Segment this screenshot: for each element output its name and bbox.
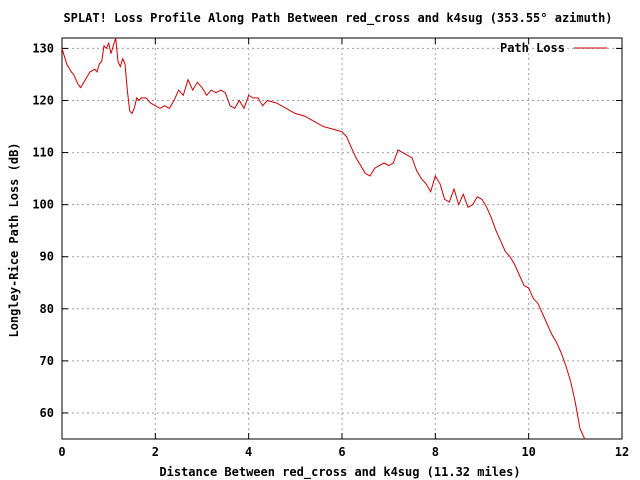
x-tick-label: 10: [521, 445, 535, 459]
x-tick-label: 6: [338, 445, 345, 459]
y-tick-label: 120: [32, 93, 54, 107]
x-tick-label: 2: [152, 445, 159, 459]
y-tick-label: 70: [40, 354, 54, 368]
y-tick-label: 110: [32, 146, 54, 160]
y-tick-label: 80: [40, 302, 54, 316]
legend-label-path-loss: Path Loss: [500, 41, 565, 55]
tick-labels: 0 2 4 6 8 10 12 60 70 80 90 100 110 120 130: [32, 41, 629, 459]
y-tick-label: 130: [32, 41, 54, 55]
y-tick-label: 90: [40, 250, 54, 264]
y-axis-label: Longley-Rice Path Loss (dB): [7, 142, 21, 337]
x-tick-label: 0: [58, 445, 65, 459]
grid-lines: [62, 38, 622, 439]
legend: Path Loss: [500, 41, 607, 55]
x-tick-label: 8: [432, 445, 439, 459]
y-tick-label: 100: [32, 198, 54, 212]
series-line-path-loss: [61, 37, 586, 440]
chart-title: SPLAT! Loss Profile Along Path Between r…: [63, 11, 612, 26]
axis-ticks: [61, 38, 623, 439]
y-tick-label: 60: [40, 406, 54, 420]
x-tick-label: 12: [615, 445, 629, 459]
x-axis-label: Distance Between red_cross and k4sug (11…: [159, 465, 520, 480]
x-tick-label: 4: [245, 445, 252, 459]
